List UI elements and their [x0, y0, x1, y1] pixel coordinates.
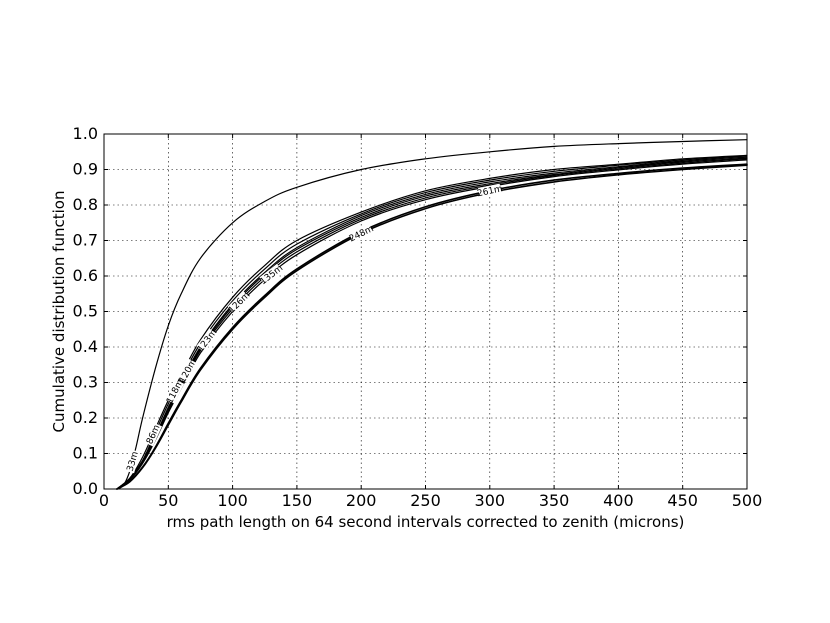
curve-label-bg [259, 263, 283, 286]
y-axis-ticks: 0.0 0.1 0.2 0.3 0.4 0.5 0.6 0.7 0.8 0.9 1.0 [73, 124, 747, 498]
curve-label-text: 120m [178, 357, 199, 385]
x-tick-label: 500 [732, 491, 763, 510]
y-tick-label: 0.1 [73, 444, 98, 463]
curve-label-248m: 248m [348, 224, 376, 244]
curve-label-bg [165, 379, 185, 404]
curve-label-86m: 86m [143, 422, 163, 447]
curve-label-bg [227, 291, 251, 314]
curve-label-bg [177, 358, 198, 383]
x-tick-label: 400 [603, 491, 634, 510]
grid-lines [104, 134, 747, 489]
y-tick-label: 0.5 [73, 302, 98, 321]
x-axis-ticks: 0 50 100 150 200 250 300 350 400 450 500 [99, 134, 762, 510]
x-tick-label: 150 [282, 491, 313, 510]
y-axis-label: Cumulative distribution function [50, 191, 68, 433]
curve-label-bg [124, 449, 141, 474]
x-axis-label: rms path length on 64 second intervals c… [167, 513, 685, 531]
curve-label-text: 248m [348, 224, 376, 244]
y-tick-label: 0.4 [73, 337, 98, 356]
x-tick-label: 100 [217, 491, 248, 510]
x-tick-label: 50 [158, 491, 178, 510]
y-tick-label: 0.8 [73, 195, 98, 214]
y-tick-label: 0.7 [73, 231, 98, 250]
y-tick-label: 0.3 [73, 373, 98, 392]
y-tick-label: 0.0 [73, 479, 98, 498]
y-tick-label: 0.9 [73, 160, 98, 179]
curve-label-text: 86m [145, 423, 162, 446]
y-tick-label: 0.6 [73, 266, 98, 285]
curve-label-120m: 120m [177, 357, 199, 385]
curve-261m [116, 163, 748, 490]
x-tick-label: 250 [410, 491, 441, 510]
x-tick-label: 0 [99, 491, 109, 510]
y-tick-label: 0.2 [73, 408, 98, 427]
x-tick-label: 300 [475, 491, 506, 510]
curve-label-bg [196, 328, 218, 353]
y-tick-label: 1.0 [73, 124, 98, 143]
cdf-curves [116, 139, 748, 490]
curve-label-bg [349, 224, 374, 243]
x-tick-label: 450 [667, 491, 698, 510]
curve-label-bg [143, 422, 162, 447]
curve-label-bg [478, 183, 502, 198]
curve-33m [116, 139, 748, 490]
x-tick-label: 200 [346, 491, 377, 510]
x-tick-label: 350 [539, 491, 570, 510]
